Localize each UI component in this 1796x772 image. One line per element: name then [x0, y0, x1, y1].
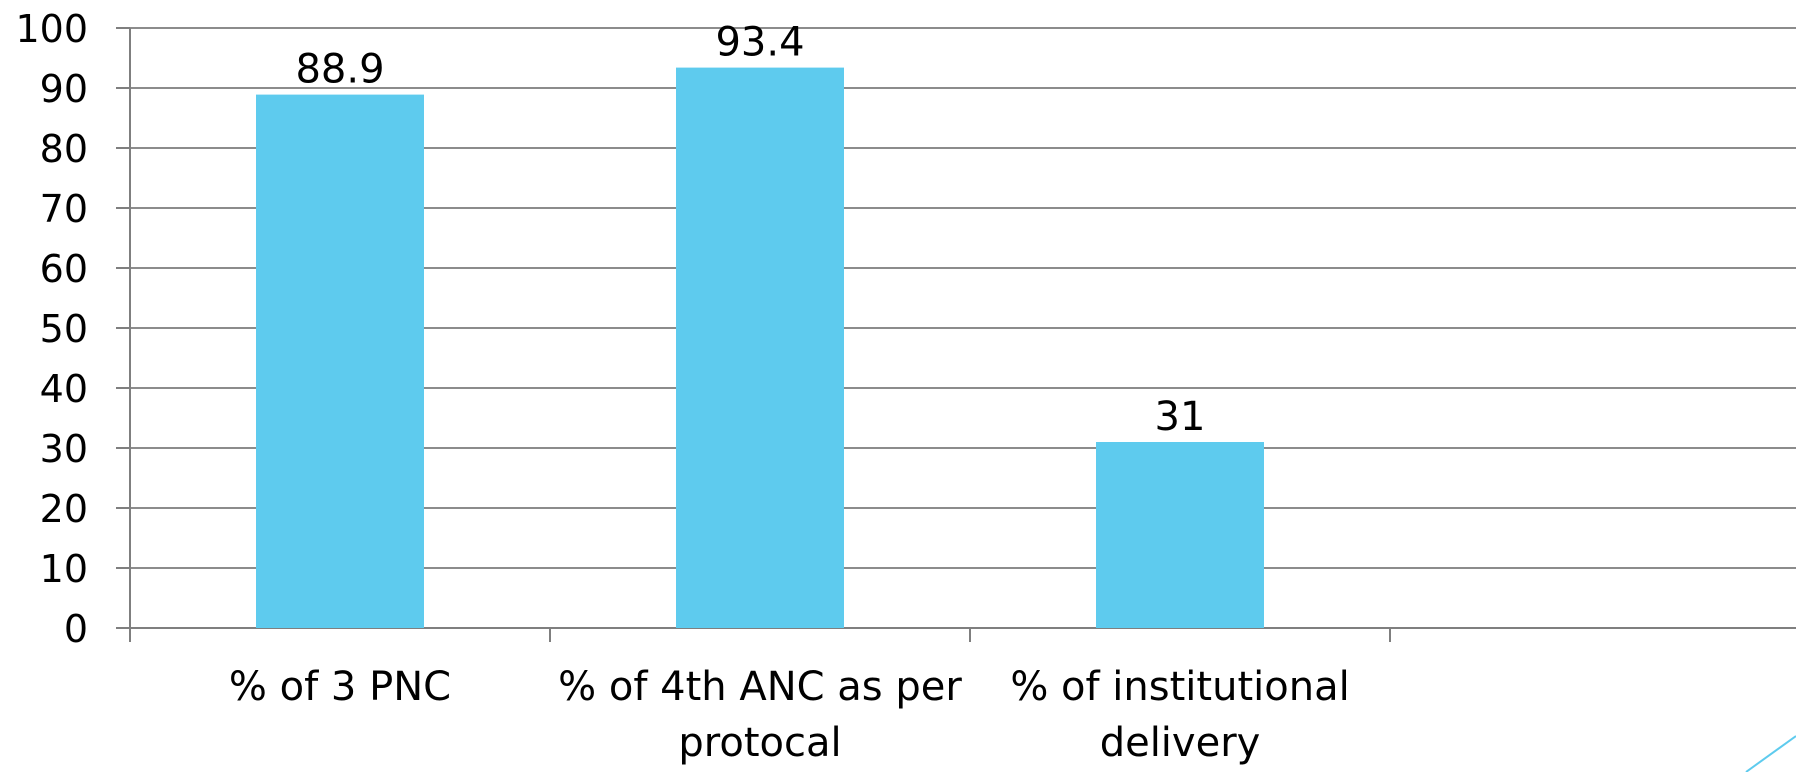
x-category-label: % of institutional: [1010, 664, 1349, 710]
slide-decoration: [1745, 735, 1796, 772]
y-tick-label: 40: [40, 367, 88, 411]
y-tick-label: 80: [40, 127, 88, 171]
y-tick-label: 20: [40, 487, 88, 531]
y-tick-label: 10: [40, 547, 88, 591]
bars: [256, 67, 1264, 629]
x-category-label: protocal: [678, 720, 841, 766]
labels: 0 10 20 30 40 50 60 70 80 90 100 88.9 % of 3 PNC 93.4…: [15, 7, 1349, 766]
y-tick-label: 90: [40, 67, 88, 111]
corner-decoration-line: [1745, 735, 1796, 772]
x-category-label: % of 4th ANC as per: [558, 664, 962, 710]
y-tick-label: 0: [64, 607, 88, 651]
y-tick-label: 70: [40, 187, 88, 231]
bar: [676, 67, 844, 629]
x-category-label: % of 3 PNC: [229, 664, 451, 710]
data-label: 93.4: [715, 20, 804, 66]
y-tick-label: 30: [40, 427, 88, 471]
bar: [256, 94, 424, 629]
y-tick-label: 50: [40, 307, 88, 351]
data-label: 88.9: [295, 47, 384, 93]
y-tick-label: 60: [40, 247, 88, 291]
bar: [1096, 442, 1264, 628]
data-label: 31: [1155, 394, 1206, 440]
axes: [116, 27, 1796, 642]
y-tick-label: 100: [15, 7, 88, 51]
x-category-label: delivery: [1100, 720, 1261, 766]
